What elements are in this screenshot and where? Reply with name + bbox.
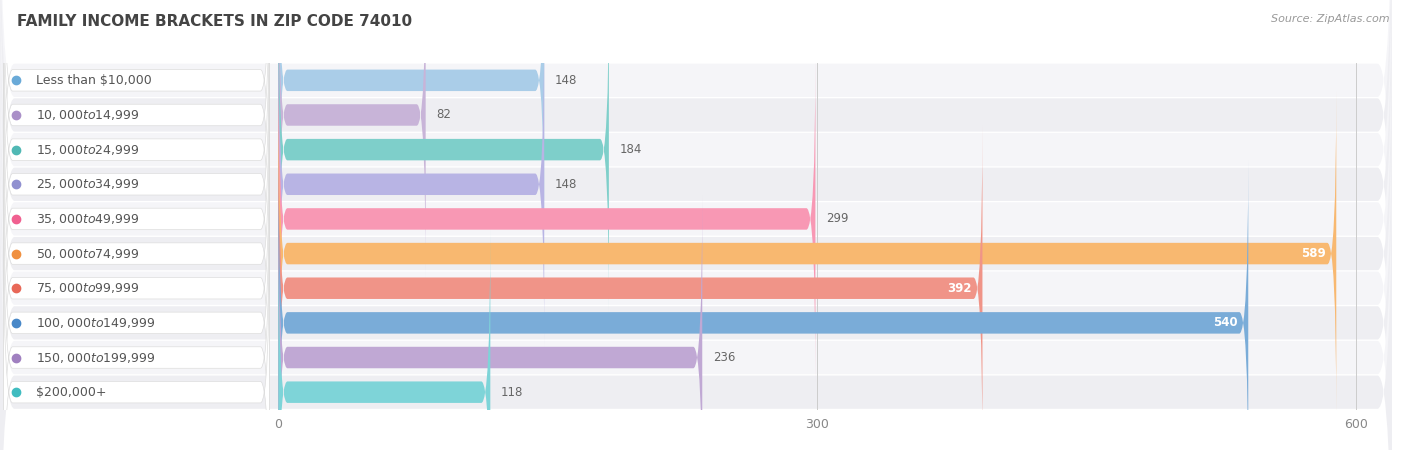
FancyBboxPatch shape: [278, 56, 815, 382]
FancyBboxPatch shape: [4, 0, 270, 312]
FancyBboxPatch shape: [0, 0, 1392, 341]
FancyBboxPatch shape: [4, 160, 270, 450]
Text: $25,000 to $34,999: $25,000 to $34,999: [37, 177, 139, 191]
FancyBboxPatch shape: [0, 62, 1392, 450]
FancyBboxPatch shape: [278, 195, 702, 450]
FancyBboxPatch shape: [278, 160, 1249, 450]
Text: 184: 184: [620, 143, 643, 156]
FancyBboxPatch shape: [4, 126, 270, 450]
Text: 148: 148: [555, 74, 578, 87]
FancyBboxPatch shape: [0, 0, 1392, 376]
FancyBboxPatch shape: [0, 27, 1392, 450]
FancyBboxPatch shape: [278, 0, 544, 243]
Text: 236: 236: [713, 351, 735, 364]
Text: $35,000 to $49,999: $35,000 to $49,999: [37, 212, 139, 226]
FancyBboxPatch shape: [278, 22, 544, 347]
FancyBboxPatch shape: [4, 22, 270, 347]
Text: 589: 589: [1301, 247, 1326, 260]
Text: 299: 299: [827, 212, 849, 225]
FancyBboxPatch shape: [4, 0, 270, 278]
Text: $50,000 to $74,999: $50,000 to $74,999: [37, 247, 139, 261]
FancyBboxPatch shape: [4, 56, 270, 382]
Text: 82: 82: [436, 108, 451, 122]
FancyBboxPatch shape: [0, 97, 1392, 450]
Text: Source: ZipAtlas.com: Source: ZipAtlas.com: [1271, 14, 1389, 23]
Text: $10,000 to $14,999: $10,000 to $14,999: [37, 108, 139, 122]
FancyBboxPatch shape: [4, 91, 270, 416]
Text: Less than $10,000: Less than $10,000: [37, 74, 152, 87]
Text: $15,000 to $24,999: $15,000 to $24,999: [37, 143, 139, 157]
Text: 540: 540: [1213, 316, 1237, 329]
Text: 148: 148: [555, 178, 578, 191]
Text: FAMILY INCOME BRACKETS IN ZIP CODE 74010: FAMILY INCOME BRACKETS IN ZIP CODE 74010: [17, 14, 412, 28]
Text: 118: 118: [501, 386, 523, 399]
Text: $150,000 to $199,999: $150,000 to $199,999: [37, 351, 155, 364]
FancyBboxPatch shape: [278, 230, 491, 450]
FancyBboxPatch shape: [278, 126, 983, 450]
Text: $100,000 to $149,999: $100,000 to $149,999: [37, 316, 155, 330]
Text: 392: 392: [948, 282, 972, 295]
Text: $75,000 to $99,999: $75,000 to $99,999: [37, 281, 139, 295]
FancyBboxPatch shape: [0, 131, 1392, 450]
FancyBboxPatch shape: [0, 0, 1392, 410]
FancyBboxPatch shape: [0, 0, 1392, 445]
FancyBboxPatch shape: [4, 0, 270, 243]
FancyBboxPatch shape: [4, 195, 270, 450]
Text: $200,000+: $200,000+: [37, 386, 107, 399]
FancyBboxPatch shape: [278, 0, 426, 278]
FancyBboxPatch shape: [278, 0, 609, 312]
FancyBboxPatch shape: [4, 230, 270, 450]
FancyBboxPatch shape: [278, 91, 1336, 416]
